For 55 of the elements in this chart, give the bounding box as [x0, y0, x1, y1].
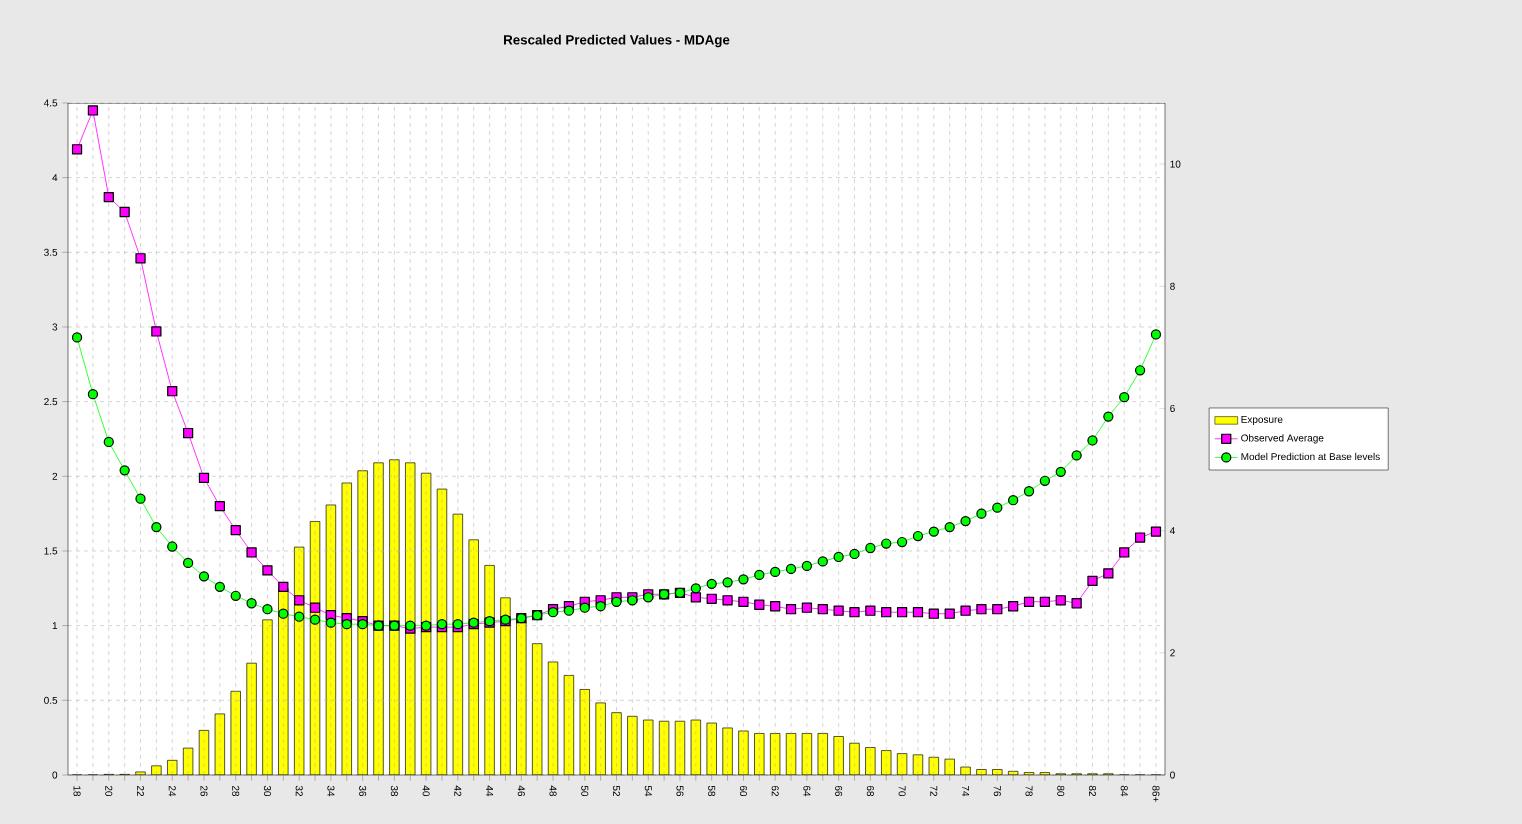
- y2-tick-label: 6: [1170, 404, 1175, 412]
- legend-label: Exposure: [1241, 415, 1283, 425]
- x-tick-label: 46: [517, 785, 525, 797]
- y2-tick-label: 8: [1170, 282, 1175, 290]
- legend-label: Model Prediction at Base levels: [1241, 452, 1380, 461]
- x-tick-label: 28: [232, 785, 240, 797]
- legend-label: Observed Average: [1241, 434, 1324, 444]
- x-tick-label: 80: [1057, 785, 1065, 797]
- x-tick-label: 76: [993, 785, 1001, 797]
- x-tick-label: 52: [612, 785, 621, 797]
- x-tick-label: 70: [898, 785, 906, 797]
- x-tick-label: 82: [1088, 785, 1097, 797]
- x-tick-label: 34: [327, 785, 335, 797]
- x-tick-label: 36: [359, 785, 367, 797]
- x-tick-label: 38: [390, 785, 398, 797]
- x-tick-label: 74: [962, 785, 969, 797]
- y-tick-label: 4.5: [43, 99, 58, 107]
- x-tick-label: 42: [454, 785, 462, 797]
- y-tick-label: 3.5: [44, 248, 58, 256]
- y2-tick-label: 0: [1170, 771, 1175, 779]
- x-tick-label: 26: [200, 785, 208, 797]
- y-tick-label: 1.5: [44, 547, 58, 555]
- y-tick-label: 2.5: [44, 398, 58, 406]
- y-tick-label: 4: [52, 174, 58, 182]
- y2-tick-label: 10: [1170, 160, 1181, 168]
- y-tick-label: 0.5: [44, 696, 58, 704]
- x-tick-label: 50: [581, 785, 589, 797]
- x-tick-label: 44: [486, 785, 494, 797]
- x-tick-label: 24: [168, 785, 176, 797]
- x-tick-label: 32: [295, 785, 303, 797]
- x-tick-label: 64: [803, 785, 811, 797]
- x-tick-label: 22: [137, 785, 145, 797]
- x-tick-label: 40: [422, 785, 430, 797]
- y2-tick-label: 4: [1169, 527, 1175, 535]
- x-tick-label: 30: [263, 785, 271, 797]
- x-tick-label: 18: [73, 786, 81, 797]
- chart-title: Rescaled Predicted Values - MDAge: [504, 34, 730, 48]
- x-tick-label: 78: [1025, 785, 1033, 797]
- x-tick-label: 20: [105, 785, 113, 797]
- x-tick-label: 84: [1120, 785, 1128, 797]
- x-tick-label: 66: [835, 785, 843, 797]
- x-tick-label: 72: [930, 785, 938, 797]
- y2-tick-label: 2: [1170, 649, 1175, 657]
- x-tick-label: 68: [866, 785, 874, 797]
- x-tick-label: 56: [676, 785, 684, 797]
- x-tick-label: 60: [739, 785, 747, 797]
- x-tick-label: 86+: [1152, 785, 1160, 802]
- x-tick-label: 62: [771, 785, 779, 797]
- y-tick-label: 1: [52, 622, 58, 630]
- x-tick-label: 58: [708, 785, 716, 797]
- y-tick-label: 3: [52, 323, 58, 331]
- y-tick-label: 2: [52, 472, 58, 480]
- x-tick-label: 48: [549, 785, 557, 797]
- x-tick-label: 54: [644, 785, 652, 797]
- y-tick-label: 0: [52, 771, 58, 779]
